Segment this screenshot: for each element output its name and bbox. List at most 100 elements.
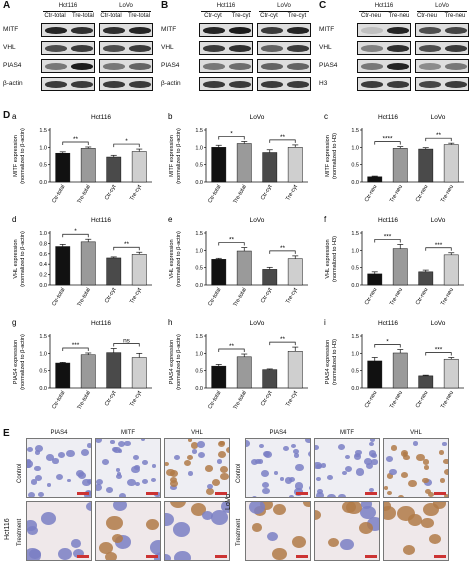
cell-nucleus	[267, 531, 279, 541]
bar	[262, 269, 278, 286]
cell-nucleus	[288, 494, 294, 497]
y-axis-label: PIAS4 expression	[325, 340, 331, 384]
y-axis-label: VHL expression	[13, 239, 19, 278]
significance-bracket	[62, 347, 89, 351]
blot-strip	[41, 59, 95, 73]
cell-nucleus	[353, 453, 362, 460]
protein-band	[129, 81, 151, 88]
significance-bracket	[374, 239, 401, 243]
cell-nucleus	[309, 486, 310, 490]
lane-label: Ctr-total	[100, 13, 122, 19]
protein-band	[287, 81, 309, 88]
cell-nucleus	[205, 464, 213, 472]
cell-nucleus	[401, 450, 409, 457]
blot-strip	[357, 59, 411, 73]
cell-nucleus	[141, 478, 149, 485]
cell-nucleus	[112, 446, 121, 454]
cell-nucleus	[294, 482, 304, 490]
chart-title: LoVo	[250, 217, 265, 224]
bar	[80, 148, 96, 183]
cell-nucleus	[106, 486, 113, 493]
cell-nucleus	[35, 474, 42, 481]
blot-strip	[415, 23, 469, 37]
bar	[211, 259, 227, 286]
y-tick-label: 0.0	[195, 180, 203, 186]
blot-strip	[415, 77, 469, 91]
significance-bracket	[374, 141, 401, 145]
cell-nucleus	[315, 491, 325, 497]
y-axis-label: PIAS4 expression	[13, 340, 19, 384]
cell-nucleus	[81, 449, 90, 457]
x-tick-label: Tre-neu	[389, 184, 404, 204]
ihc-condition-label: Control	[236, 463, 242, 483]
cell-nucleus	[293, 453, 300, 459]
bar	[131, 357, 147, 389]
y-tick-label: 0.0	[195, 283, 203, 289]
cell-nucleus	[104, 552, 117, 560]
chart-title: Hct116	[378, 114, 398, 121]
cell-nucleus	[173, 550, 192, 560]
blot-row-label: VHL	[161, 44, 174, 51]
cell-nucleus	[315, 444, 319, 450]
x-tick-label: Tre-total	[232, 390, 248, 411]
blot-strip	[257, 41, 311, 55]
y-tick-label: 1.0	[195, 351, 203, 357]
cell-nucleus	[389, 468, 397, 476]
x-tick-label: Ctr-neu	[364, 287, 379, 306]
bar	[262, 152, 278, 183]
significance-bracket	[62, 141, 89, 145]
cell-nucleus	[96, 484, 103, 492]
cell-nucleus	[443, 458, 448, 465]
x-tick-label: Tre-total	[76, 287, 92, 308]
subpanel-letter: a	[12, 112, 17, 121]
bar	[418, 148, 434, 183]
cell-nucleus	[252, 495, 258, 497]
protein-band	[261, 63, 283, 70]
x-tick-label: Tre-cyt	[129, 390, 143, 408]
significance-label: *	[125, 138, 128, 145]
chart-title: LoVo	[431, 217, 446, 224]
cell-nucleus	[291, 535, 306, 548]
subpanel-letter: d	[12, 215, 16, 224]
ihc-micrograph	[26, 438, 92, 498]
chart-title: Hct116	[378, 320, 398, 327]
cell-nucleus	[364, 458, 373, 465]
significance-bracket	[218, 242, 245, 246]
scale-bar	[365, 555, 377, 558]
y-tick-label: 1.5	[351, 334, 359, 340]
cell-nucleus	[187, 439, 193, 442]
cell-nucleus	[365, 462, 374, 470]
lane-label: Tre-total	[71, 13, 95, 19]
protein-band	[229, 63, 251, 70]
lane-label: Ctr-cyt	[260, 13, 278, 19]
cell-nucleus	[85, 502, 91, 512]
blot-strip	[99, 77, 153, 91]
cell-nucleus	[116, 473, 122, 479]
cell-nucleus	[173, 455, 180, 461]
cell-nucleus	[75, 469, 85, 478]
ihc-micrograph	[245, 501, 311, 561]
significance-label: *	[386, 339, 389, 346]
y-axis-label: MITF expression	[325, 135, 331, 177]
cell-nucleus	[344, 455, 350, 460]
protein-band	[71, 63, 93, 70]
cell-nucleus	[384, 506, 396, 520]
protein-band	[361, 63, 383, 70]
bar	[392, 248, 408, 286]
y-axis-label: (normalized to β-actin)	[20, 231, 26, 287]
blot-cell-line-label: Hct116	[216, 3, 236, 9]
bar	[211, 147, 227, 183]
significance-bracket	[425, 247, 452, 251]
cell-nucleus	[87, 443, 91, 448]
lane-label: Tre-total	[127, 13, 151, 19]
blot-strip	[41, 41, 95, 55]
ihc-stain-label: PIAS4	[269, 430, 287, 436]
bar-chart: h LoVo PIAS4 expression (normalized to β-ac…	[168, 318, 308, 411]
bar-chart: e LoVo VHL expression (normalized to β-acti…	[168, 215, 308, 308]
x-tick-label: Ctr-cyt	[104, 287, 118, 305]
cell-nucleus	[30, 479, 38, 486]
cell-nucleus	[401, 472, 409, 478]
significance-label: **	[229, 343, 235, 350]
cell-nucleus	[412, 440, 419, 446]
lane-label: Ctr-cyt	[204, 13, 222, 19]
